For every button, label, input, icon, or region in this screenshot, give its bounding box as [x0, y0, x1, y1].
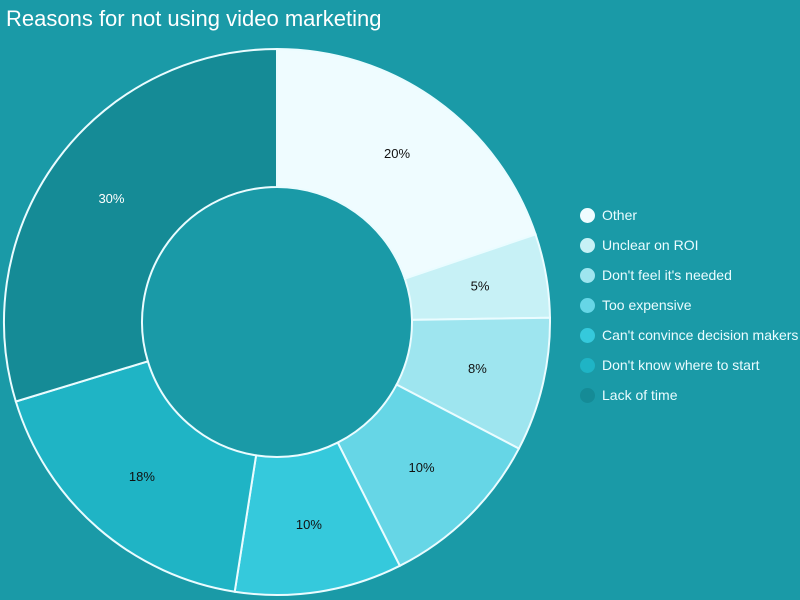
legend-swatch — [580, 207, 595, 223]
legend-swatch — [580, 237, 595, 253]
legend-label: Other — [602, 207, 638, 223]
slice-don-t-know-where-to-start — [14, 360, 258, 593]
legend-swatch — [580, 357, 595, 373]
legend-item-unclear-on-roi[interactable]: Unclear on ROI — [580, 230, 798, 260]
legend-item-don-t-feel-it-s-needed[interactable]: Don't feel it's needed — [580, 260, 798, 290]
legend-item-too-expensive[interactable]: Too expensive — [580, 290, 798, 320]
legend-label: Too expensive — [602, 297, 692, 313]
slice-label-unclear-on-roi: 5% — [471, 278, 490, 293]
legend-swatch — [580, 327, 595, 343]
chart-title: Reasons for not using video marketing — [6, 6, 382, 31]
legend: Other Unclear on ROI Don't feel it's neede… — [580, 200, 798, 410]
slices-group — [3, 47, 551, 596]
legend-item-can-t-convince-decision-makers[interactable]: Can't convince decision makers — [580, 320, 798, 350]
legend-item-don-t-know-where-to-start[interactable]: Don't know where to start — [580, 350, 798, 380]
legend-label: Unclear on ROI — [602, 237, 699, 253]
slice-other — [276, 47, 537, 280]
slice-label-other: 20% — [384, 146, 410, 161]
slice-label-don-t-feel-it-s-needed: 8% — [468, 361, 487, 376]
slice-lack-of-time — [3, 47, 278, 403]
legend-swatch — [580, 297, 595, 313]
legend-swatch — [580, 387, 595, 403]
legend-item-lack-of-time[interactable]: Lack of time — [580, 380, 798, 410]
labels-group: 20% 5% 8% 10% 10% 18% 30% — [98, 146, 489, 532]
slice-label-lack-of-time: 30% — [98, 191, 124, 206]
slice-label-don-t-know-where-to-start: 18% — [129, 469, 155, 484]
legend-item-other[interactable]: Other — [580, 200, 798, 230]
legend-label: Lack of time — [602, 387, 678, 403]
legend-label: Can't convince decision makers — [602, 327, 799, 343]
legend-swatch — [580, 267, 595, 283]
legend-label: Don't feel it's needed — [602, 267, 732, 283]
slice-label-can-t-convince-decision-makers: 10% — [296, 517, 322, 532]
legend-label: Don't know where to start — [602, 357, 760, 373]
slice-label-too-expensive: 10% — [409, 460, 435, 475]
